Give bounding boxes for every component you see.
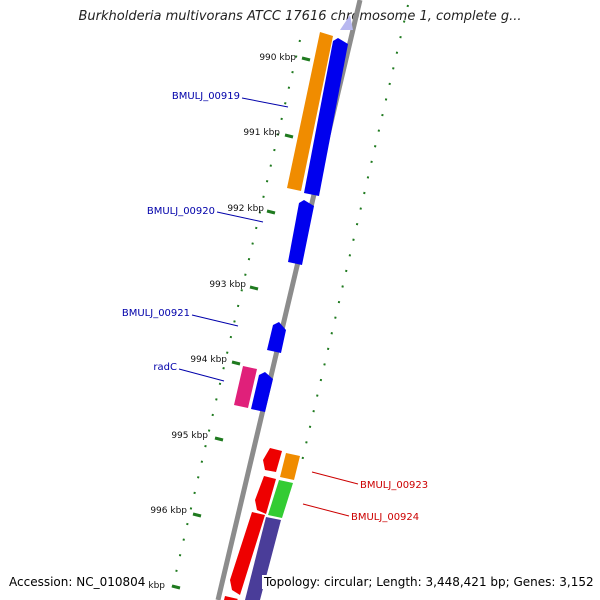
map-title: Burkholderia multivorans ATCC 17616 chro… — [78, 9, 522, 24]
gene-labels: BMULJ_00919 BMULJ_00920 BMULJ_00921 radC… — [122, 91, 428, 523]
ruler-label: 990 kbp — [259, 53, 296, 63]
gene-label-bmulj-00924[interactable]: BMULJ_00924 — [351, 512, 419, 523]
gene-feature-red-3[interactable] — [230, 512, 265, 595]
ruler-label: 995 kbp — [171, 431, 208, 441]
ruler-tick — [192, 512, 202, 518]
gene-feature-lavender[interactable] — [340, 15, 353, 30]
ruler-label: 992 kbp — [227, 204, 264, 214]
ruler-label: 991 kbp — [243, 128, 280, 138]
leader-line — [216, 211, 264, 223]
ruler-tick — [171, 584, 181, 590]
ruler-label: 993 kbp — [209, 280, 246, 290]
gene-feature-red-4[interactable] — [224, 596, 238, 600]
forward-strand-genes — [234, 15, 353, 412]
ruler-tick — [231, 360, 241, 366]
ruler-tick — [266, 209, 276, 215]
ruler-tick — [249, 285, 259, 291]
gene-feature-bmulj-00920[interactable] — [288, 200, 314, 265]
ruler-label: 994 kbp — [190, 355, 227, 365]
leader-line — [311, 471, 359, 485]
ruler-tick — [301, 56, 311, 62]
gene-feature-radc[interactable] — [251, 372, 273, 412]
leader-line — [191, 314, 239, 327]
gene-label-bmulj-00920[interactable]: BMULJ_00920 — [147, 206, 215, 217]
gene-feature-red-1[interactable] — [263, 448, 282, 472]
gene-label-bmulj-00919[interactable]: BMULJ_00919 — [172, 91, 240, 102]
topology-text: Topology: circular; Length: 3,448,421 bp… — [262, 575, 596, 589]
gene-label-radc[interactable]: radC — [153, 362, 177, 373]
ruler-ticks — [171, 56, 311, 590]
gene-feature-magenta[interactable] — [234, 366, 257, 408]
gene-label-bmulj-00923[interactable]: BMULJ_00923 — [360, 480, 428, 491]
gene-label-bmulj-00921[interactable]: BMULJ_00921 — [122, 308, 190, 319]
gene-feature-orange-long[interactable] — [287, 32, 333, 191]
gene-feature-orange-short[interactable] — [280, 453, 300, 480]
ruler-tick — [214, 436, 224, 442]
ruler-label: kbp — [148, 581, 165, 591]
reverse-strand-genes — [224, 448, 300, 600]
gene-feature-bmulj-00919[interactable] — [304, 38, 348, 196]
leader-line — [178, 368, 225, 382]
gene-feature-purple[interactable] — [245, 517, 281, 600]
gene-feature-bmulj-00924[interactable] — [268, 480, 293, 518]
gene-feature-red-2[interactable] — [255, 476, 276, 514]
gene-feature-bmulj-00921[interactable] — [267, 322, 286, 353]
leader-line — [302, 503, 350, 517]
ruler-tick — [284, 133, 294, 139]
leader-line — [241, 97, 289, 108]
accession-text: Accession: NC_010804 — [9, 575, 146, 589]
ruler-label: 996 kbp — [150, 506, 187, 516]
